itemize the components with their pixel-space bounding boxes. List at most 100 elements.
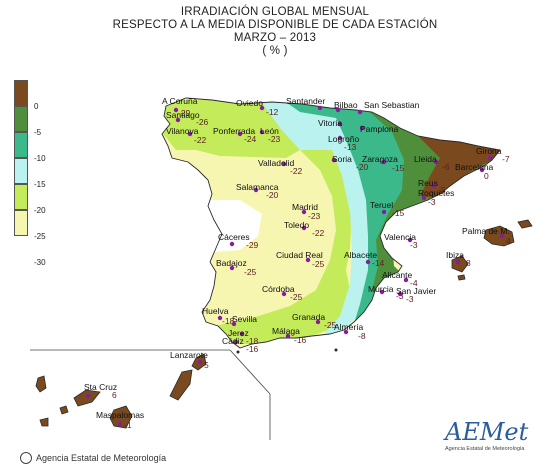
island-fuerteventura — [169, 369, 193, 401]
island-gran-canaria — [109, 405, 133, 429]
island-ibiza — [451, 255, 469, 273]
agency-name: Agencia Estatal de Meteorología — [36, 453, 167, 463]
station-point — [421, 195, 427, 201]
station-point — [487, 155, 493, 161]
station-point — [281, 291, 287, 297]
station-name: Reus — [418, 178, 438, 188]
map-title: IRRADIACIÓN GLOBAL MENSUAL — [180, 6, 370, 18]
station-name: San Sebastian — [364, 100, 420, 110]
station-value: -8 — [358, 331, 366, 341]
station-value: -23 — [308, 211, 321, 221]
station-value: 0 — [484, 171, 489, 181]
station-point — [239, 331, 245, 337]
station-name: Murcia — [368, 284, 394, 294]
station-name: Córdoba — [262, 284, 295, 294]
island-menorca — [517, 219, 533, 229]
station-name: León — [260, 126, 279, 136]
aemet-brand-text: AEMet — [445, 418, 529, 446]
station-name: Sta Cruz — [84, 382, 117, 392]
station-point — [237, 131, 243, 137]
station-value: -20 — [356, 162, 369, 172]
station-name: Santander — [286, 96, 325, 106]
station-name: Santiago — [166, 110, 200, 120]
station-name: Palma de M. — [462, 226, 510, 236]
station-point — [301, 209, 307, 215]
map-unit: ( % ) — [262, 45, 288, 57]
station-value: -4 — [410, 278, 418, 288]
station-point — [229, 265, 235, 271]
station-name: Girona — [476, 146, 502, 156]
station-value: -16 — [294, 335, 307, 345]
map-period: MARZO – 2013 — [233, 32, 317, 44]
station-value: -15 — [392, 208, 405, 218]
map-subtitle: RESPECTO A LA MEDIA DISPONIBLE DE CADA E… — [112, 19, 438, 31]
station-name: Sevilla — [232, 314, 257, 324]
station-value: -29 — [178, 108, 191, 118]
station-name: Albacete — [344, 250, 377, 260]
station-name: Jerez — [228, 328, 249, 338]
station-point — [407, 237, 413, 243]
legend-swatch-2 — [14, 132, 28, 158]
legend-swatch-4 — [14, 184, 28, 210]
station-point — [379, 289, 385, 295]
station-name: Valencia — [384, 232, 416, 242]
station-name: Cádiz — [222, 336, 244, 346]
station-point — [315, 319, 321, 325]
station-value: -16 — [246, 344, 259, 354]
station-point — [85, 393, 91, 399]
station-value: -5 — [438, 185, 446, 195]
station-value: -14 — [372, 258, 385, 268]
territory-ceuta — [236, 350, 240, 354]
station-name: San Javier — [396, 286, 436, 296]
station-point — [305, 257, 311, 263]
zone-minus-10-to-15 — [260, 100, 372, 338]
station-point — [337, 135, 343, 141]
legend-label-30: -30 — [34, 258, 46, 267]
station-value: -3 — [406, 294, 414, 304]
station-point — [259, 105, 265, 111]
station-point — [331, 157, 337, 163]
station-value: -23 — [268, 134, 281, 144]
island-tenerife — [73, 389, 101, 407]
station-value: -6 — [442, 162, 450, 172]
station-name: Maspalomas — [96, 410, 144, 420]
station-value: -25 — [244, 267, 257, 277]
station-value: -18 — [222, 316, 235, 326]
station-name: Madrid — [292, 202, 318, 212]
station-point — [217, 315, 223, 321]
station-value: -7 — [502, 154, 510, 164]
legend-swatch-3 — [14, 158, 28, 184]
station-point — [117, 421, 123, 427]
station-name: Cáceres — [218, 232, 250, 242]
legend-swatch-5 — [14, 210, 28, 236]
station-point — [301, 225, 307, 231]
aemet-logo: AEMet Agencia Estatal de Meteorología — [445, 418, 529, 460]
station-value: -26 — [196, 117, 209, 127]
legend-label-10: -10 — [34, 154, 46, 163]
station-value: -13 — [344, 142, 357, 152]
station-value: -25 — [324, 320, 337, 330]
legend-label-25: -25 — [34, 232, 46, 241]
station-point — [337, 121, 343, 127]
peninsula-coastline — [161, 97, 501, 349]
inset-separator-diagonal — [229, 349, 271, 395]
legend-swatch-1 — [14, 106, 28, 132]
station-point — [281, 161, 287, 167]
station-point — [335, 107, 341, 113]
station-name: Logroño — [328, 134, 359, 144]
station-point — [455, 259, 461, 265]
station-markers: A Coruña -29 Santiago -26 Vilanova -22 O… — [84, 96, 511, 430]
station-point — [187, 131, 193, 137]
station-name: Ponferrada — [213, 126, 255, 136]
footer-credit: Agencia Estatal de Meteorología — [20, 452, 166, 464]
station-name: Roquetes — [418, 188, 454, 198]
station-point — [253, 187, 259, 193]
station-name: Lanzarote — [170, 350, 208, 360]
station-name: Málaga — [272, 326, 300, 336]
legend-swatch-0 — [14, 80, 28, 106]
station-name: Soria — [332, 154, 352, 164]
station-point — [381, 209, 387, 215]
station-name: Badajoz — [216, 258, 247, 268]
station-point — [397, 291, 403, 297]
